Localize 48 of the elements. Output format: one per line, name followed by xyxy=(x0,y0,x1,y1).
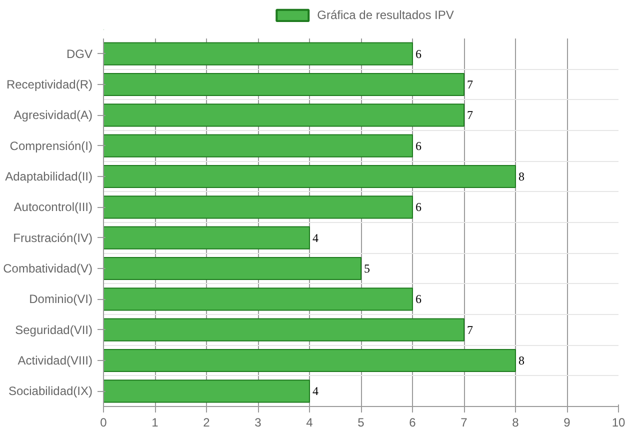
bar xyxy=(104,72,464,96)
y-tick-label: Dominio(VI) xyxy=(29,292,93,306)
data-label: 4 xyxy=(312,230,318,245)
y-tick-label: Agresividad(A) xyxy=(14,108,93,122)
bar xyxy=(104,348,516,372)
y-tick-label: Comprensión(I) xyxy=(10,138,93,153)
y-tick-label: Autocontrol(III) xyxy=(14,200,93,214)
x-tick-label: 5 xyxy=(358,416,365,430)
x-tick-label: 4 xyxy=(306,416,314,430)
data-label: 5 xyxy=(364,262,370,276)
x-tick-label: 8 xyxy=(512,416,520,430)
bar xyxy=(104,226,310,250)
bar xyxy=(104,164,516,188)
x-tick-label: 7 xyxy=(460,416,468,430)
data-label: 7 xyxy=(467,108,473,122)
data-label: 4 xyxy=(312,384,318,398)
bar xyxy=(104,318,464,342)
x-tick-label: 10 xyxy=(612,416,626,430)
data-label: 6 xyxy=(416,200,422,214)
y-tick-label: Combatividad(V) xyxy=(3,262,93,276)
y-tick-label: Adaptabilidad(II) xyxy=(5,170,93,184)
x-tick-label: 1 xyxy=(152,416,159,430)
x-tick-label: 9 xyxy=(564,416,571,430)
bar xyxy=(104,288,413,311)
x-tick-label: 3 xyxy=(254,416,262,430)
legend-label: Gráfica de resultados IPV xyxy=(317,8,454,22)
data-label: 7 xyxy=(467,78,473,92)
x-tick-label: 0 xyxy=(100,416,108,430)
y-tick-label: Frustración(IV) xyxy=(13,230,93,245)
y-tick-label: DGV xyxy=(66,46,93,61)
data-label: 6 xyxy=(416,138,422,153)
x-tick-label: 6 xyxy=(409,416,416,430)
y-tick-label: Sociabilidad(IX) xyxy=(8,384,93,398)
bar xyxy=(104,134,413,158)
data-label: 8 xyxy=(518,354,524,368)
y-tick-label: Seguridad(VII) xyxy=(15,322,93,337)
x-tick-label: 2 xyxy=(203,416,210,430)
bar xyxy=(104,380,310,403)
bar xyxy=(104,104,464,127)
data-label: 7 xyxy=(467,322,473,337)
y-tick-label: Actividad(VIII) xyxy=(18,354,93,368)
bar xyxy=(104,256,362,280)
data-label: 6 xyxy=(416,46,422,61)
bar xyxy=(104,196,413,219)
bar xyxy=(104,42,413,66)
data-label: 6 xyxy=(416,292,422,306)
data-label: 8 xyxy=(518,170,524,184)
y-tick-label: Receptividad(R) xyxy=(6,78,93,92)
